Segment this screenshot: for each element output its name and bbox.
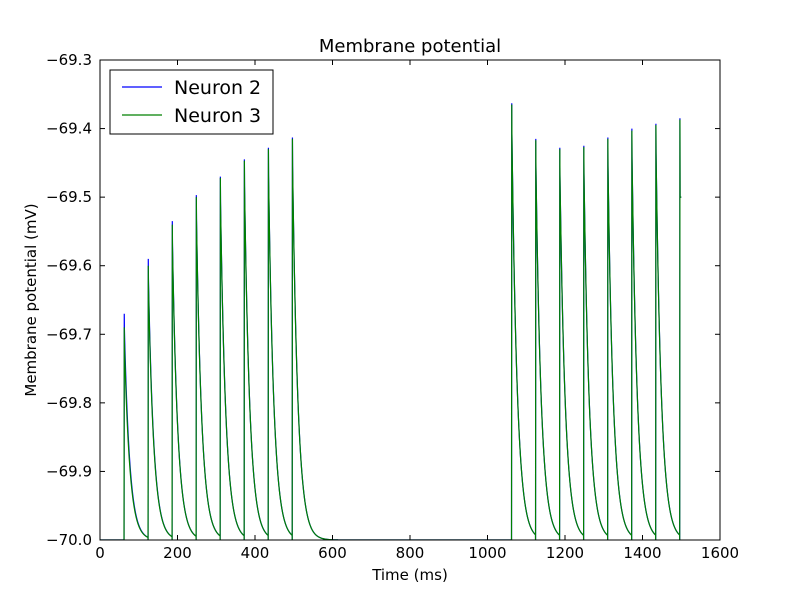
ticks-group (99, 59, 721, 541)
y-tick-label: −69.7 (46, 325, 92, 343)
series-line-neuron-3 (100, 104, 682, 540)
y-tick-label: −69.4 (46, 120, 92, 138)
y-tick-label: −69.6 (46, 257, 92, 275)
legend-frame (109, 69, 274, 135)
y-tick-label: −70.0 (46, 531, 92, 549)
chart-title: Membrane potential (319, 36, 501, 57)
tick-labels-group: 0 200 400 600 800 1000 1200 1400 1600 −70.0 −69.9 −… (46, 51, 739, 562)
x-tick-label: 1000 (468, 544, 506, 562)
x-tick-label: 400 (241, 544, 270, 562)
x-tick-label: 800 (396, 544, 425, 562)
x-tick-label: 1200 (546, 544, 584, 562)
x-tick-label: 1600 (701, 544, 739, 562)
series-group (100, 103, 682, 540)
x-axis-label: Time (ms) (371, 566, 448, 584)
legend-label-neuron-2: Neuron 2 (174, 77, 261, 99)
x-tick-label: 1400 (623, 544, 661, 562)
legend-label-neuron-3: Neuron 3 (174, 105, 261, 127)
y-axis-label: Membrane potential (mV) (22, 203, 40, 396)
y-tick-label: −69.3 (46, 51, 92, 69)
x-tick-label: 200 (163, 544, 192, 562)
y-tick-label: −69.8 (46, 394, 92, 412)
y-tick-label: −69.5 (46, 188, 92, 206)
x-tick-label: 600 (318, 544, 347, 562)
y-tick-label: −69.9 (46, 462, 92, 480)
x-tick-label: 0 (95, 544, 105, 562)
legend: Neuron 2 Neuron 3 (109, 69, 274, 135)
